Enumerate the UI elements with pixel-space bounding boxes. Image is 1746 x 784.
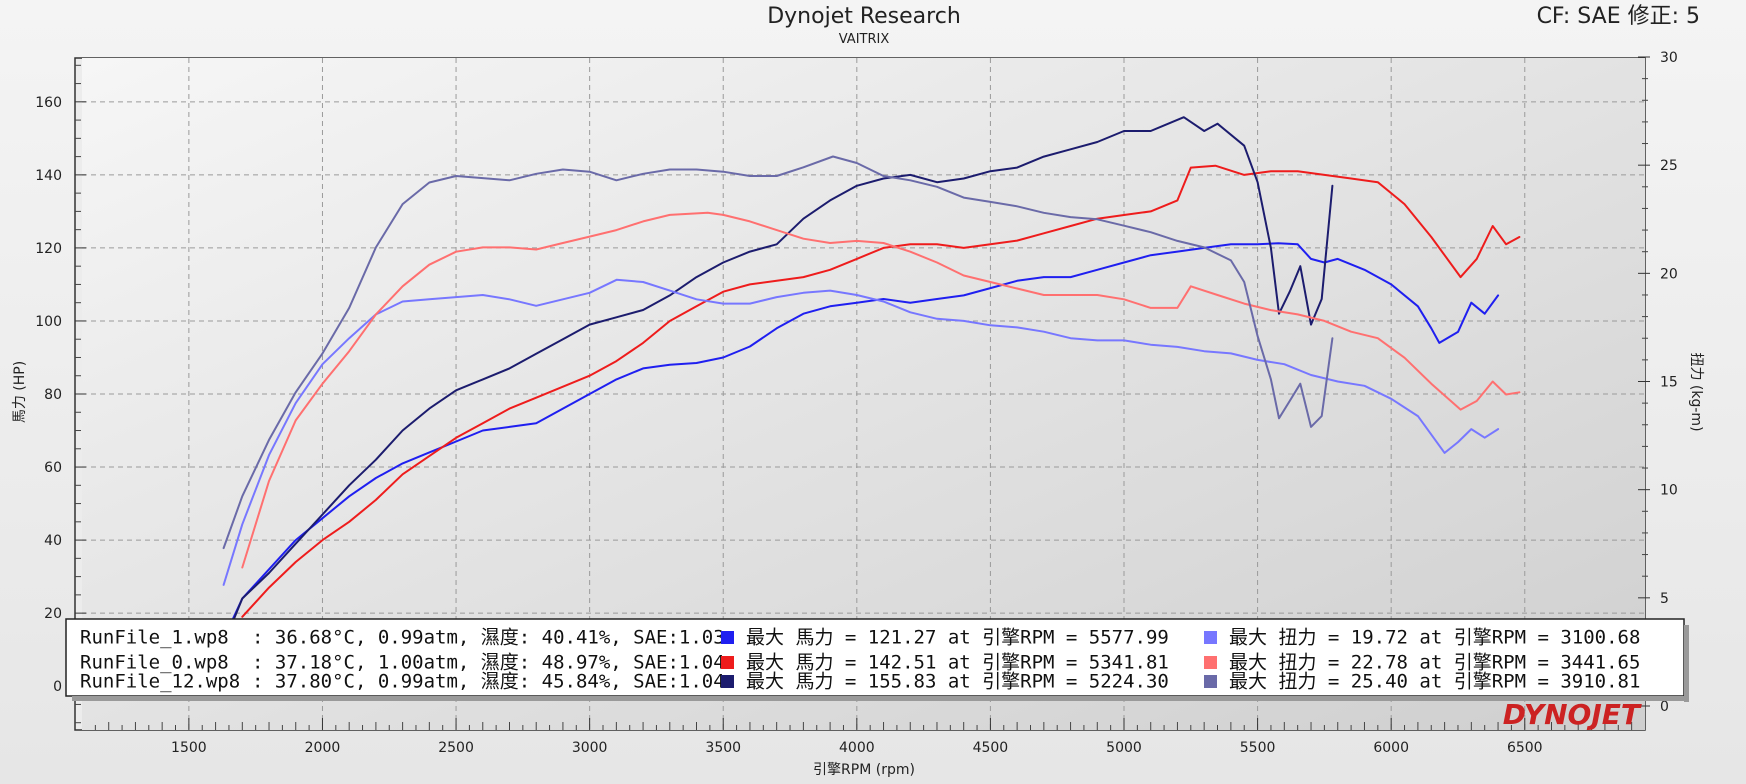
chart-subtitle: VAITRIX bbox=[839, 32, 890, 47]
hp-line-0 bbox=[227, 242, 1500, 629]
torque-line-5 bbox=[222, 155, 1334, 550]
plot-area bbox=[82, 58, 1645, 730]
legend: RunFile_1.wp8 : 36.68°C, 0.99atm, 濕度: 40… bbox=[65, 618, 1689, 702]
x-tick-label: 4000 bbox=[839, 740, 875, 756]
y2-tick-label: 10 bbox=[1660, 483, 1678, 499]
legend-tq-swatch bbox=[1204, 675, 1217, 688]
torque-line-3 bbox=[222, 278, 1500, 586]
legend-conditions: : 37.18°C, 1.00atm, 濕度: 48.97%, SAE:1.04 bbox=[252, 652, 725, 674]
legend-hp-swatch bbox=[721, 675, 734, 688]
y-tick-label: 100 bbox=[35, 314, 62, 330]
legend-conditions: : 37.80°C, 0.99atm, 濕度: 45.84%, SAE:1.04 bbox=[252, 671, 725, 693]
legend-box bbox=[65, 618, 1685, 697]
x-tick-label: 3000 bbox=[572, 740, 608, 756]
legend-hp-swatch bbox=[721, 631, 734, 644]
legend-max-hp: 最大 馬力 = 155.83 at 引擎RPM = 5224.30 bbox=[746, 671, 1169, 693]
y-axis-left-ticks: 0 20 40 60 80 100 120 140 160 bbox=[35, 95, 86, 695]
legend-tq-swatch bbox=[1204, 656, 1217, 669]
legend-hp-swatch bbox=[721, 656, 734, 669]
legend-max-torque: 最大 扭力 = 22.78 at 引擎RPM = 3441.65 bbox=[1229, 652, 1640, 674]
legend-shadow-bottom bbox=[72, 696, 1689, 701]
y-tick-label: 60 bbox=[44, 460, 62, 476]
dynojet-logo: DYNOJET bbox=[1503, 698, 1642, 731]
x-tick-label: 1500 bbox=[171, 740, 207, 756]
legend-row: RunFile_1.wp8 : 36.68°C, 0.99atm, 濕度: 40… bbox=[80, 627, 1640, 649]
legend-run-name: RunFile_12.wp8 bbox=[80, 671, 240, 693]
legend-max-hp: 最大 馬力 = 142.51 at 引擎RPM = 5341.81 bbox=[746, 652, 1169, 674]
y-axis-left-label: 馬力 (HP) bbox=[12, 361, 28, 423]
y-tick-label: 160 bbox=[35, 95, 62, 111]
chart-title: Dynojet Research bbox=[767, 4, 961, 29]
x-tick-label: 5000 bbox=[1106, 740, 1142, 756]
legend-max-hp: 最大 馬力 = 121.27 at 引擎RPM = 5577.99 bbox=[746, 627, 1169, 649]
x-tick-label: 4500 bbox=[973, 740, 1009, 756]
minor-ticks bbox=[75, 64, 1648, 730]
y2-tick-label: 30 bbox=[1660, 50, 1678, 66]
y-tick-label: 20 bbox=[44, 606, 62, 622]
legend-conditions: : 36.68°C, 0.99atm, 濕度: 40.41%, SAE:1.03 bbox=[252, 627, 725, 649]
x-tick-label: 2000 bbox=[305, 740, 341, 756]
x-axis-ticks: 1500 2000 2500 3000 3500 4000 4500 5000 5500 6000… bbox=[171, 718, 1543, 756]
y-tick-label: 140 bbox=[35, 168, 62, 184]
y2-tick-label: 15 bbox=[1660, 375, 1678, 391]
legend-max-torque: 最大 扭力 = 25.40 at 引擎RPM = 3910.81 bbox=[1229, 671, 1640, 693]
legend-row: RunFile_12.wp8 : 37.80°C, 0.99atm, 濕度: 4… bbox=[80, 671, 1640, 693]
y2-tick-label: 0 bbox=[1660, 699, 1669, 715]
legend-tq-swatch bbox=[1204, 631, 1217, 644]
y-tick-label: 80 bbox=[44, 387, 62, 403]
legend-shadow bbox=[1684, 625, 1689, 702]
correction-factor-label: CF: SAE 修正: 5 bbox=[1537, 4, 1700, 29]
legend-row: RunFile_0.wp8 : 37.18°C, 1.00atm, 濕度: 48… bbox=[80, 652, 1640, 674]
hp-line-1 bbox=[241, 164, 1521, 618]
y2-tick-label: 5 bbox=[1660, 591, 1669, 607]
hp-line-2 bbox=[227, 116, 1334, 633]
y2-tick-label: 20 bbox=[1660, 266, 1678, 282]
y2-tick-label: 25 bbox=[1660, 158, 1678, 174]
series-layer bbox=[222, 116, 1521, 633]
x-tick-label: 2500 bbox=[438, 740, 474, 756]
y-tick-label: 40 bbox=[44, 533, 62, 549]
x-axis-label: 引擎RPM (rpm) bbox=[813, 762, 915, 778]
y-axis-right-ticks: 0 5 10 15 20 25 30 bbox=[1638, 50, 1678, 715]
legend-run-name: RunFile_1.wp8 bbox=[80, 627, 229, 649]
legend-max-torque: 最大 扭力 = 19.72 at 引擎RPM = 3100.68 bbox=[1229, 627, 1640, 649]
y-axis-right-label: 扭力 (kg-m) bbox=[1688, 352, 1704, 431]
torque-line-4 bbox=[241, 211, 1521, 569]
x-tick-label: 5500 bbox=[1240, 740, 1276, 756]
legend-run-name: RunFile_0.wp8 bbox=[80, 652, 229, 674]
y-tick-label: 0 bbox=[53, 679, 62, 695]
x-tick-label: 6500 bbox=[1507, 740, 1543, 756]
x-tick-label: 3500 bbox=[705, 740, 741, 756]
y-tick-label: 120 bbox=[35, 241, 62, 257]
x-tick-label: 6000 bbox=[1373, 740, 1409, 756]
